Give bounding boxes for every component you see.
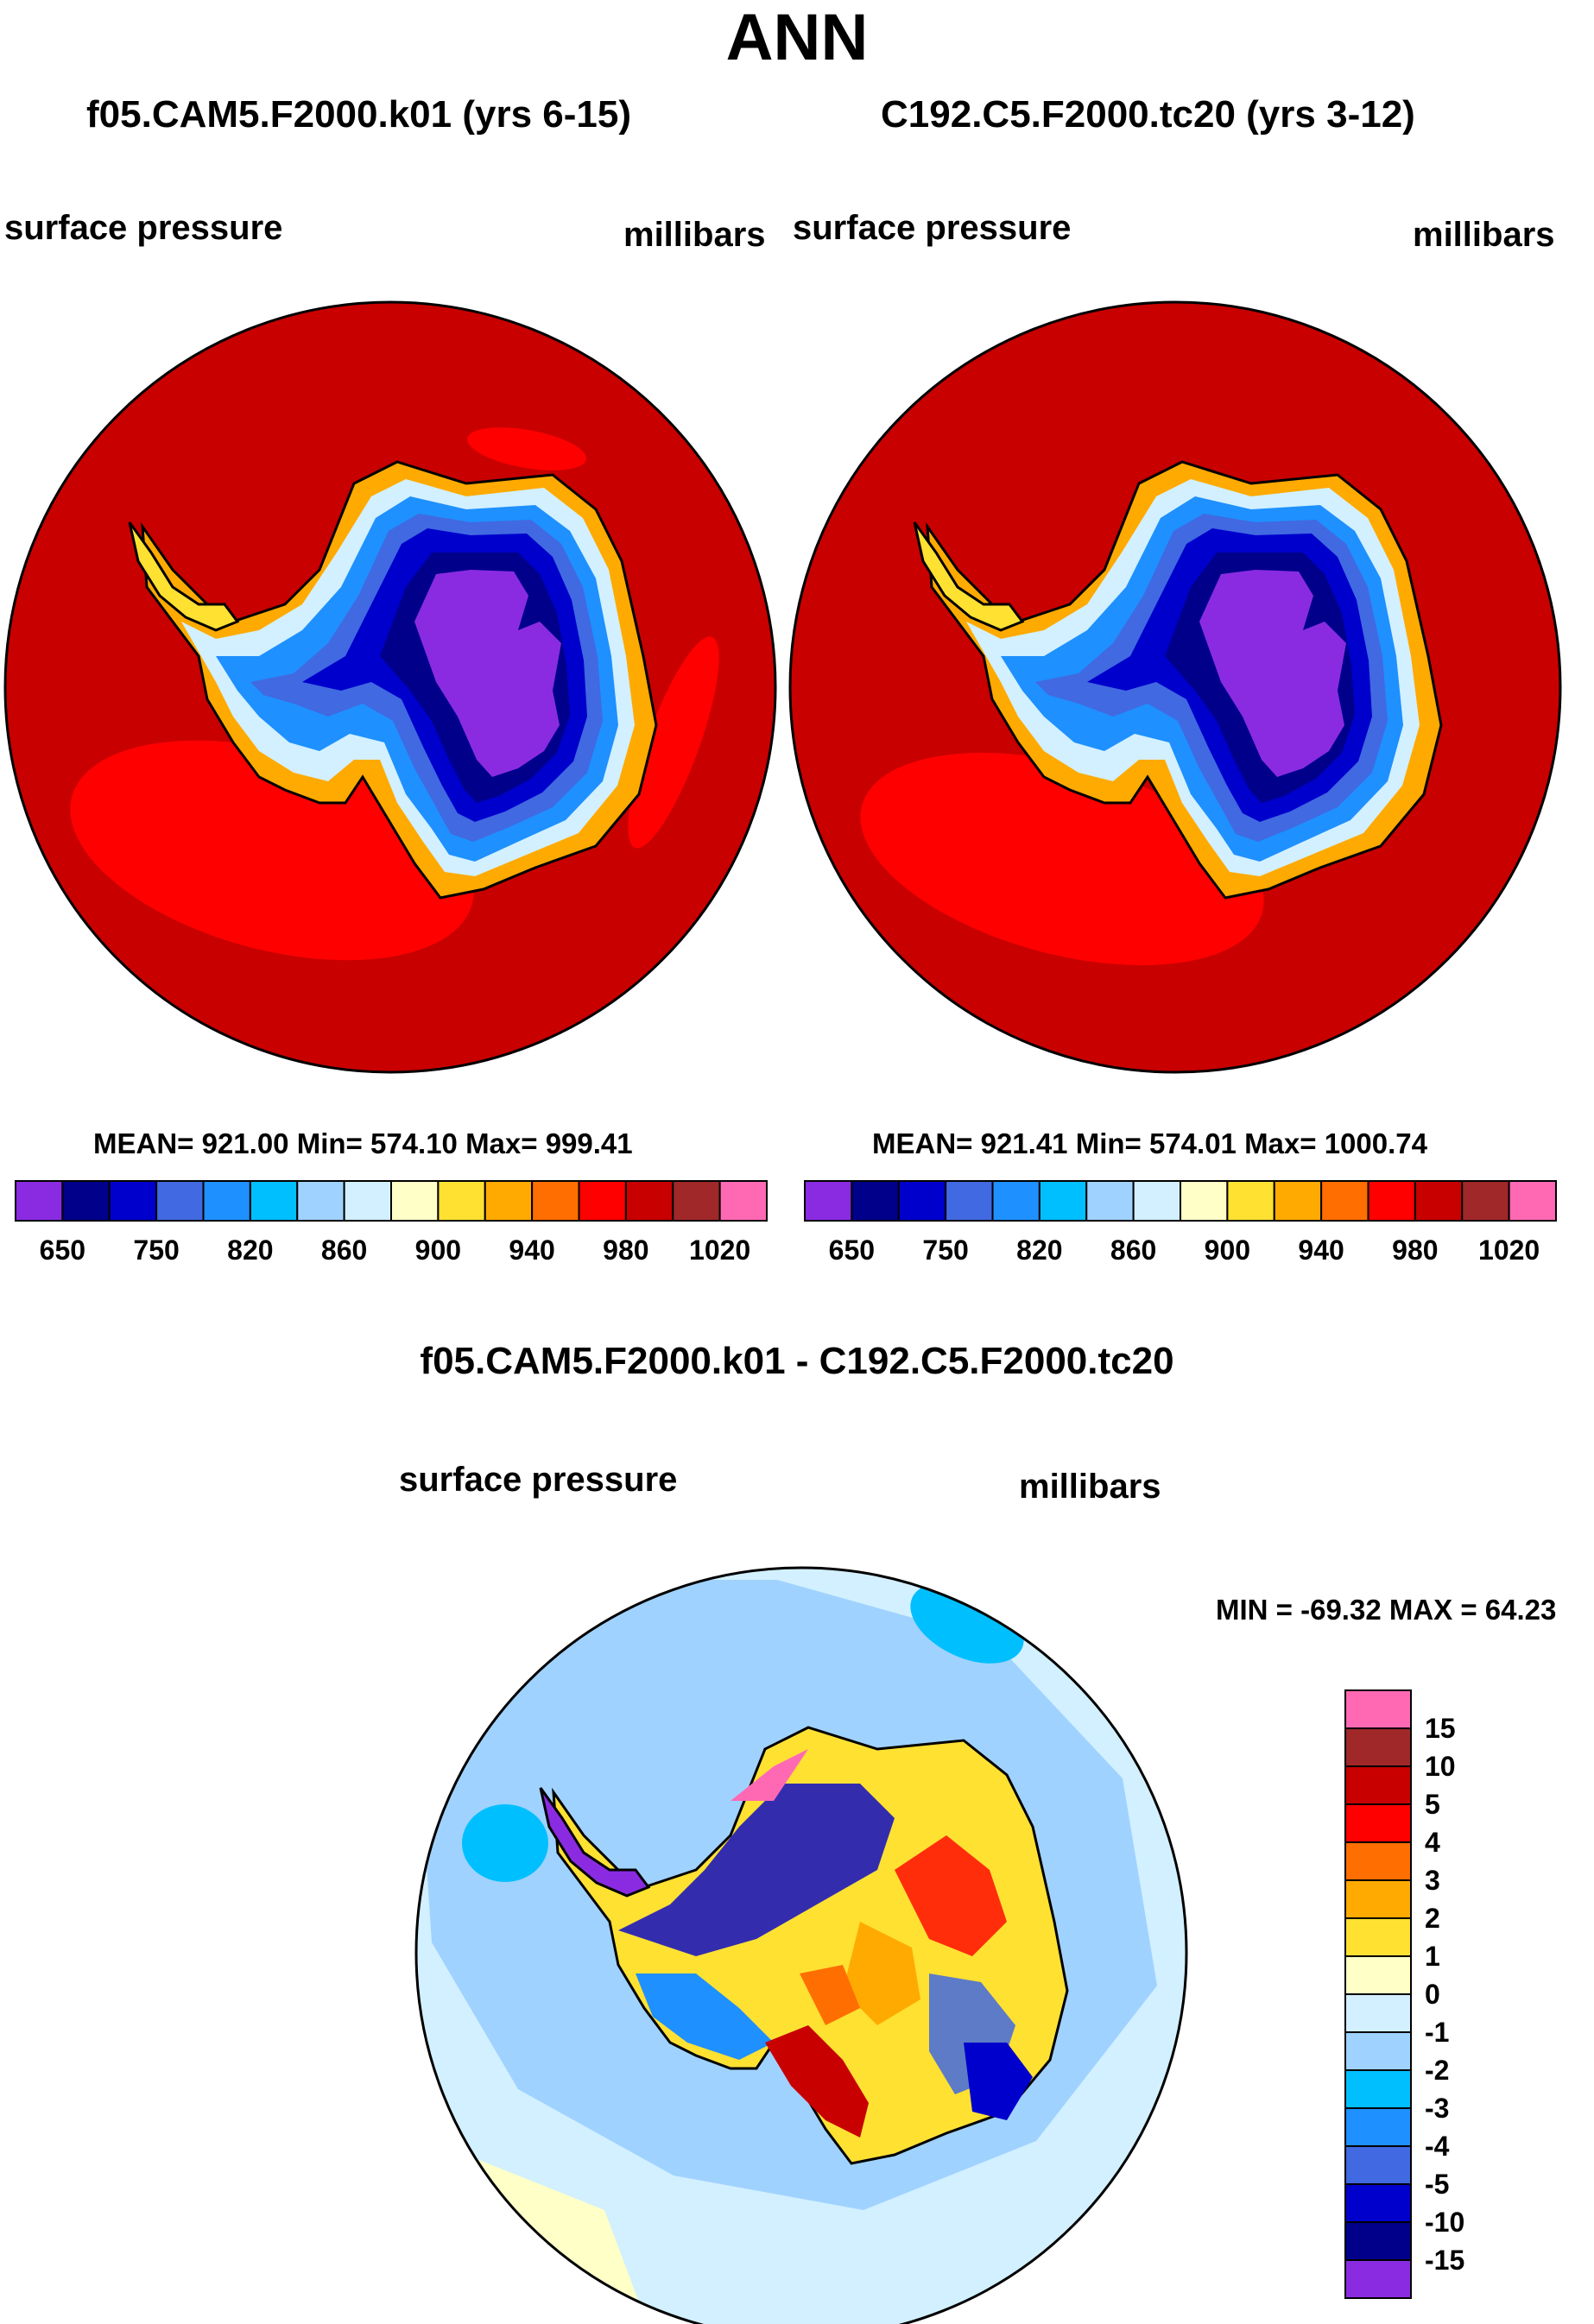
left-colorbar-swatch — [202, 1180, 251, 1222]
right-colorbar-swatch — [1508, 1180, 1557, 1222]
left-colorbar-swatch — [672, 1180, 721, 1222]
difference-colorbar-swatch — [1344, 1765, 1412, 1805]
difference-colorbar-tick-label: 10 — [1425, 1751, 1456, 1782]
left-variable-label: surface pressure — [4, 209, 283, 247]
right-colorbar — [804, 1180, 1557, 1222]
right-colorbar-swatch — [1367, 1180, 1416, 1222]
right-stats: MEAN= 921.41 Min= 574.01 Max= 1000.74 — [872, 1127, 1427, 1159]
difference-stats: MIN = -69.32 MAX = 64.23 — [1216, 1594, 1557, 1626]
difference-colorbar-tick-label: 3 — [1425, 1865, 1440, 1896]
left-colorbar-tick-label: 1020 — [689, 1235, 751, 1266]
left-colorbar-swatch — [343, 1180, 392, 1222]
right-colorbar-tick-label: 820 — [1016, 1235, 1063, 1266]
right-colorbar-swatch — [1085, 1180, 1135, 1222]
left-colorbar-tick-label: 750 — [133, 1235, 180, 1266]
left-colorbar-swatch — [155, 1180, 205, 1222]
left-colorbar-swatch — [437, 1180, 486, 1222]
difference-colorbar-tick-label: -3 — [1425, 2093, 1450, 2124]
difference-colorbar-tick-label: 0 — [1425, 1979, 1440, 2010]
left-colorbar-swatch — [624, 1180, 674, 1222]
left-units-label: millibars — [623, 216, 766, 254]
right-colorbar-tick-label: 900 — [1204, 1235, 1251, 1266]
right-colorbar-swatch — [1038, 1180, 1088, 1222]
left-colorbar-swatch — [15, 1180, 64, 1222]
left-colorbar-tick-label: 860 — [320, 1235, 368, 1266]
left-colorbar-swatch — [578, 1180, 627, 1222]
difference-colorbar-tick-label: -10 — [1425, 2207, 1465, 2238]
left-colorbar-swatch — [718, 1180, 768, 1222]
difference-colorbar-swatch — [1344, 2221, 1412, 2261]
difference-colorbar-tick-label: -5 — [1425, 2169, 1450, 2200]
difference-colorbar-swatch — [1344, 2183, 1412, 2223]
left-colorbar-tick-label: 820 — [227, 1235, 274, 1266]
right-colorbar-tick-label: 980 — [1392, 1235, 1439, 1266]
difference-colorbar-swatch — [1344, 1879, 1412, 1919]
right-colorbar-tick-label: 650 — [828, 1235, 876, 1266]
right-colorbar-swatch — [897, 1180, 947, 1222]
difference-colorbar-swatch — [1344, 1727, 1412, 1767]
right-colorbar-tick-label: 750 — [922, 1235, 969, 1266]
difference-colorbar-swatch — [1344, 1917, 1412, 1957]
difference-colorbar-swatch — [1344, 2259, 1412, 2299]
difference-colorbar-tick-label: -4 — [1425, 2131, 1450, 2162]
right-colorbar-tick-label: 1020 — [1478, 1235, 1540, 1266]
difference-colorbar-tick-label: -15 — [1425, 2245, 1465, 2276]
difference-colorbar-tick-label: 15 — [1425, 1713, 1456, 1744]
left-colorbar-swatch — [484, 1180, 534, 1222]
left-colorbar-swatch — [61, 1180, 111, 1222]
right-colorbar-swatch — [1132, 1180, 1181, 1222]
difference-colorbar-tick-label: 2 — [1425, 1903, 1440, 1934]
left-case-title: f05.CAM5.F2000.k01 (yrs 6-15) — [86, 93, 631, 136]
difference-colorbar-swatch — [1344, 1689, 1412, 1729]
left-colorbar-swatch — [390, 1180, 440, 1222]
difference-colorbar-tick-label: 4 — [1425, 1827, 1440, 1858]
difference-colorbar-swatch — [1344, 2107, 1412, 2147]
left-colorbar-swatch — [531, 1180, 580, 1222]
right-colorbar-swatch — [1226, 1180, 1275, 1222]
difference-colorbar — [1344, 1689, 1412, 2299]
left-map — [5, 302, 775, 1072]
left-colorbar — [15, 1180, 768, 1222]
right-colorbar-swatch — [1273, 1180, 1323, 1222]
left-colorbar-tick-label: 650 — [39, 1235, 86, 1266]
right-colorbar-swatch — [945, 1180, 994, 1222]
right-variable-label: surface pressure — [793, 209, 1072, 247]
difference-colorbar-swatch — [1344, 2031, 1412, 2071]
difference-colorbar-tick-label: 5 — [1425, 1789, 1440, 1820]
difference-colorbar-swatch — [1344, 1803, 1412, 1843]
right-case-title: C192.C5.F2000.tc20 (yrs 3-12) — [881, 93, 1415, 136]
right-map — [790, 302, 1560, 1072]
right-colorbar-swatch — [991, 1180, 1041, 1222]
difference-colorbar-tick-label: 1 — [1425, 1941, 1440, 1972]
left-stats: MEAN= 921.00 Min= 574.10 Max= 999.41 — [93, 1127, 633, 1159]
left-colorbar-swatch — [108, 1180, 158, 1222]
difference-colorbar-tick-label: -2 — [1425, 2055, 1450, 2086]
left-colorbar-swatch — [249, 1180, 299, 1222]
right-units-label: millibars — [1413, 216, 1555, 254]
right-colorbar-swatch — [851, 1180, 900, 1222]
right-colorbar-swatch — [1414, 1180, 1464, 1222]
right-colorbar-swatch — [804, 1180, 853, 1222]
right-colorbar-swatch — [1461, 1180, 1510, 1222]
difference-colorbar-swatch — [1344, 2069, 1412, 2109]
difference-units-label: millibars — [1019, 1468, 1161, 1506]
right-colorbar-tick-label: 940 — [1298, 1235, 1344, 1266]
right-colorbar-tick-label: 860 — [1110, 1235, 1157, 1266]
left-colorbar-tick-label: 980 — [603, 1235, 649, 1266]
left-colorbar-tick-label: 900 — [414, 1235, 462, 1266]
left-colorbar-swatch — [296, 1180, 345, 1222]
right-colorbar-swatch — [1180, 1180, 1229, 1222]
difference-colorbar-tick-label: -1 — [1425, 2017, 1450, 2048]
left-colorbar-tick-label: 940 — [509, 1235, 555, 1266]
difference-colorbar-swatch — [1344, 1955, 1412, 1995]
main-title: ANN — [725, 1, 869, 74]
difference-colorbar-swatch — [1344, 1841, 1412, 1881]
difference-variable-label: surface pressure — [399, 1461, 678, 1499]
right-colorbar-swatch — [1320, 1180, 1369, 1222]
difference-title: f05.CAM5.F2000.k01 - C192.C5.F2000.tc20 — [420, 1340, 1174, 1382]
difference-colorbar-swatch — [1344, 2145, 1412, 2185]
difference-colorbar-swatch — [1344, 1993, 1412, 2033]
